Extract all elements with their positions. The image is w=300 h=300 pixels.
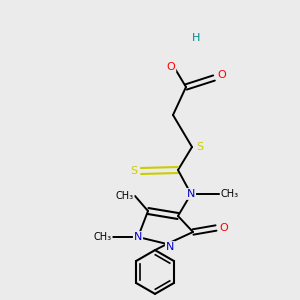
Text: O: O (217, 70, 226, 80)
Text: S: S (196, 142, 203, 152)
Text: O: O (219, 223, 228, 233)
Text: H: H (192, 33, 200, 43)
Text: N: N (166, 242, 174, 252)
Text: N: N (187, 189, 195, 199)
Text: S: S (130, 166, 137, 176)
Text: O: O (167, 62, 176, 72)
Text: CH₃: CH₃ (116, 191, 134, 201)
Text: CH₃: CH₃ (220, 189, 239, 199)
Text: CH₃: CH₃ (93, 232, 112, 242)
Text: N: N (134, 232, 142, 242)
